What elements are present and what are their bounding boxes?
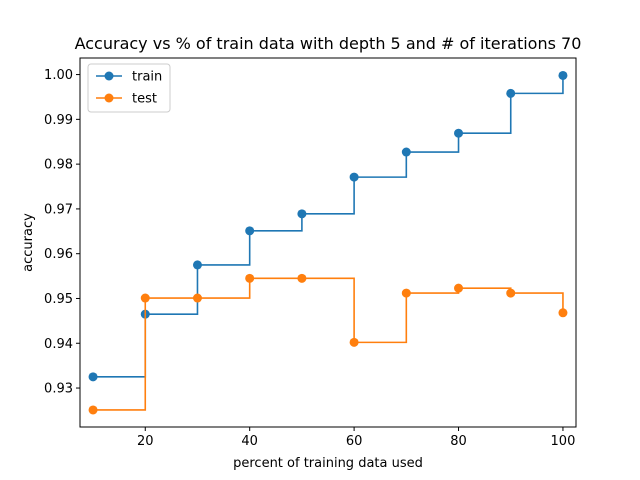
plot-frame <box>79 57 577 428</box>
y-tick-label: 0.94 <box>44 337 73 352</box>
data-point-test <box>297 273 307 283</box>
x-axis-title: percent of training data used <box>233 456 423 471</box>
data-point-train <box>454 128 464 138</box>
x-tick-label: 100 <box>551 434 576 449</box>
legend-marker-train <box>104 71 114 81</box>
legend-marker-test <box>104 93 114 103</box>
series-test <box>88 273 568 415</box>
data-point-test <box>192 293 202 303</box>
legend-label-train: train <box>132 70 162 85</box>
chart-title: Accuracy vs % of train data with depth 5… <box>75 34 582 53</box>
data-point-train <box>558 70 568 80</box>
x-tick-label: 80 <box>450 434 467 449</box>
data-point-train <box>506 88 516 98</box>
data-point-test <box>401 288 411 298</box>
y-tick-label: 0.97 <box>44 202 73 217</box>
y-tick-label: 0.95 <box>44 292 73 307</box>
x-tick-label: 40 <box>241 434 258 449</box>
series-line-train <box>93 75 564 378</box>
y-tick-label: 1.00 <box>44 68 73 83</box>
y-tick-label: 0.98 <box>44 158 73 173</box>
data-point-train <box>297 209 307 219</box>
data-point-test <box>506 288 516 298</box>
legend: train test <box>87 63 171 113</box>
data-point-train <box>401 147 411 157</box>
data-point-train <box>245 226 255 236</box>
data-point-test <box>140 293 150 303</box>
series-layer <box>88 70 568 415</box>
y-tick-label: 0.96 <box>44 247 73 262</box>
data-point-train <box>192 260 202 270</box>
data-point-test <box>88 405 98 415</box>
y-tick-label: 0.93 <box>44 382 73 397</box>
y-tick-label: 0.99 <box>44 113 73 128</box>
data-point-train <box>88 372 98 382</box>
series-train <box>88 70 568 382</box>
data-point-test <box>349 337 359 347</box>
x-tick-label: 60 <box>346 434 363 449</box>
legend-label-test: test <box>132 92 157 107</box>
data-point-train <box>349 172 359 182</box>
x-tick-label: 20 <box>137 434 154 449</box>
data-point-test <box>454 283 464 293</box>
data-point-test <box>558 308 568 318</box>
y-axis-title: accuracy <box>21 213 36 272</box>
ticks-layer: 20 40 60 80 100 0.93 0.94 0.95 0.96 0.97 0.98 0.99 1… <box>44 68 575 449</box>
series-line-test <box>93 277 564 411</box>
data-point-test <box>245 273 255 283</box>
